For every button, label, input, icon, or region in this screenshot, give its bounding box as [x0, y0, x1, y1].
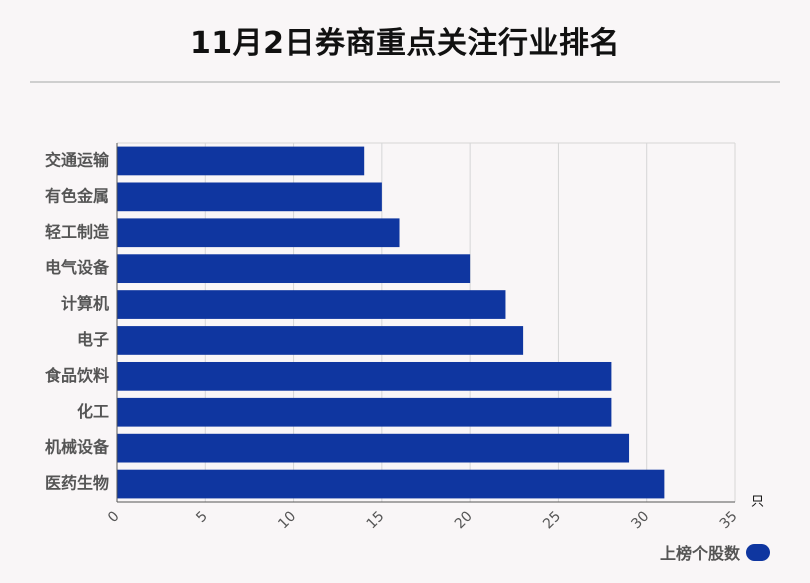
category-label: 电子: [77, 330, 109, 349]
category-label: 机械设备: [45, 438, 110, 457]
chart-title: 11月2日券商重点关注行业排名: [189, 26, 621, 61]
category-label: 食品饮料: [44, 366, 109, 385]
x-tick-label: 20: [452, 508, 476, 532]
x-tick-label: 30: [628, 508, 652, 532]
bar-食品饮料: [117, 361, 612, 391]
legend-label: 上榜个股数: [659, 544, 740, 563]
bar-电子: [117, 326, 524, 355]
category-label: 化工: [77, 402, 109, 421]
legend[interactable]: 上榜个股数: [660, 540, 770, 564]
x-tick-label: 0: [105, 508, 123, 526]
category-label: 交通运输: [45, 150, 110, 169]
category-label: 计算机: [61, 294, 109, 313]
x-tick-label: 10: [275, 508, 299, 532]
bar-轻工制造: [117, 218, 400, 248]
category-label: 医药生物: [45, 474, 109, 493]
bar-机械设备: [117, 433, 630, 463]
x-tick-label: 5: [193, 508, 211, 526]
bar-化工: [117, 397, 612, 427]
category-label: 电气设备: [45, 258, 110, 277]
x-tick-label: 25: [540, 508, 564, 532]
bar-电气设备: [117, 254, 471, 284]
bar-计算机: [117, 290, 506, 319]
legend-swatch: [746, 543, 770, 561]
x-tick-label: 35: [717, 508, 741, 532]
x-tick-label: 15: [364, 508, 388, 532]
bar-交通运输: [117, 146, 365, 176]
unit-label: 只: [751, 495, 764, 510]
bar-医药生物: [117, 469, 665, 499]
bar-有色金属: [117, 182, 382, 212]
category-label: 轻工制造: [45, 222, 110, 241]
category-label: 有色金属: [45, 186, 109, 205]
title-divider: [30, 81, 780, 83]
